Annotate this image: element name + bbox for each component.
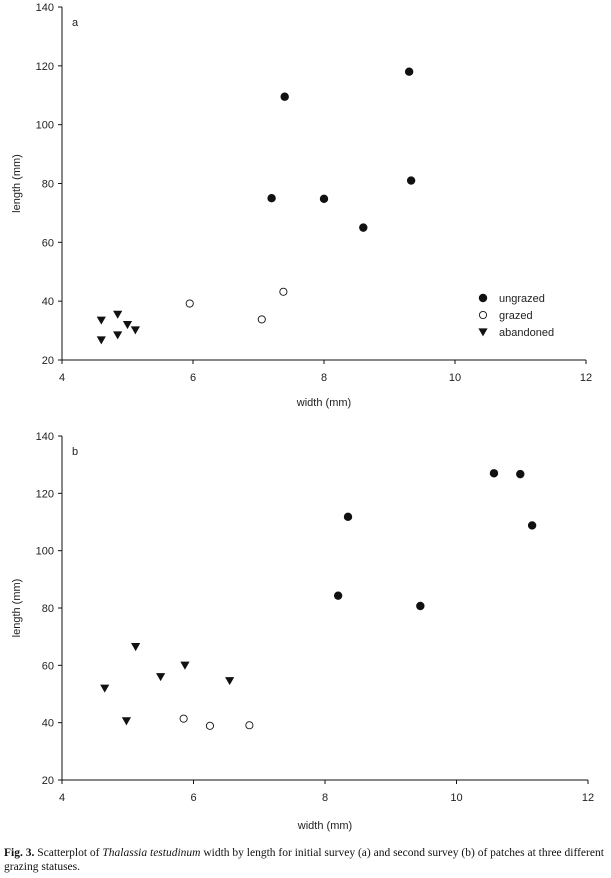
x-tick-label: 12	[580, 372, 592, 384]
panel-label: a	[72, 17, 79, 29]
point-abandoned	[130, 326, 140, 335]
x-axis-label: width (mm)	[297, 820, 352, 832]
point-ungrazed	[333, 591, 343, 600]
x-tick-label: 4	[59, 372, 65, 384]
series-ungrazed	[267, 67, 416, 232]
point-ungrazed	[416, 601, 425, 611]
legend-marker-grazed	[478, 310, 488, 320]
point-abandoned	[113, 310, 123, 319]
y-tick-label: 100	[36, 546, 54, 558]
point-abandoned	[225, 677, 235, 686]
x-tick-label: 10	[450, 792, 462, 804]
y-tick-label: 80	[42, 603, 54, 615]
y-tick-label: 40	[42, 718, 54, 730]
point-abandoned	[121, 717, 132, 726]
point-ungrazed	[343, 512, 353, 522]
y-tick-label: 20	[42, 355, 54, 367]
y-tick-label: 60	[42, 237, 54, 249]
x-tick-label: 8	[322, 792, 328, 804]
y-axis-label: length (mm)	[11, 579, 23, 638]
point-ungrazed	[527, 521, 537, 530]
legend: ungrazed grazed abandoned	[478, 293, 554, 339]
point-grazed	[279, 287, 288, 296]
x-tick-label: 12	[582, 792, 594, 804]
y-tick-label: 60	[42, 660, 54, 672]
y-tick-label: 120	[36, 61, 54, 73]
point-abandoned	[131, 643, 141, 652]
series-grazed	[185, 287, 288, 324]
y-tick-label: 140	[36, 431, 54, 443]
x-axis-label: width (mm)	[296, 397, 351, 409]
point-abandoned	[156, 673, 166, 682]
legend-marker-abandoned	[478, 328, 488, 337]
point-abandoned	[100, 684, 110, 693]
y-tick-label: 20	[42, 775, 54, 787]
point-grazed	[245, 721, 254, 730]
caption-fig-label: Fig. 3.	[4, 847, 35, 859]
y-tick-label: 100	[36, 120, 54, 132]
x-tick-label: 10	[449, 372, 461, 384]
point-ungrazed	[319, 194, 329, 203]
point-abandoned	[96, 316, 106, 325]
y-tick-label: 80	[42, 179, 54, 191]
point-ungrazed	[406, 176, 416, 185]
point-ungrazed	[404, 67, 414, 76]
point-grazed	[205, 721, 214, 730]
caption-species: Thalassia testudinum	[102, 847, 201, 859]
legend-label-ungrazed: ungrazed	[499, 293, 545, 305]
point-grazed	[179, 714, 188, 723]
series-abandoned	[96, 310, 140, 345]
point-ungrazed	[280, 92, 289, 101]
y-tick-label: 120	[36, 488, 54, 500]
x-tick-label: 4	[59, 792, 65, 804]
point-abandoned	[96, 336, 106, 345]
point-abandoned	[113, 331, 123, 340]
panel-b: 20 40 60 80 100 120 140 4 6 8 10 12 width (mm) length…	[11, 431, 594, 832]
legend-marker-ungrazed	[478, 293, 488, 303]
point-grazed	[257, 315, 266, 324]
point-ungrazed	[516, 469, 525, 479]
point-ungrazed	[359, 223, 368, 232]
series-abandoned	[100, 643, 235, 726]
point-abandoned	[180, 661, 190, 670]
point-abandoned	[122, 321, 133, 330]
x-tick-label: 6	[190, 792, 196, 804]
x-tick-label: 6	[190, 372, 196, 384]
x-tick-label: 8	[321, 372, 327, 384]
y-tick-label: 40	[42, 296, 54, 308]
panel-a: 20 40 60 80 100 120 140 4 6 8 10 12 width (mm) length…	[11, 2, 592, 409]
legend-label-grazed: grazed	[499, 310, 533, 322]
point-ungrazed	[267, 194, 276, 203]
figure-caption: Fig. 3. Scatterplot of Thalassia testudi…	[4, 846, 608, 874]
y-axis-label: length (mm)	[11, 154, 23, 213]
series-grazed	[179, 714, 254, 730]
point-grazed	[185, 299, 194, 308]
caption-text-before: Scatterplot of	[34, 847, 103, 859]
panel-label: b	[72, 446, 78, 458]
point-ungrazed	[489, 469, 499, 478]
caption-text-after: width by length for initial survey (a) a…	[4, 847, 604, 873]
series-ungrazed	[333, 469, 537, 611]
y-tick-label: 140	[36, 2, 54, 14]
legend-label-abandoned: abandoned	[499, 327, 554, 339]
